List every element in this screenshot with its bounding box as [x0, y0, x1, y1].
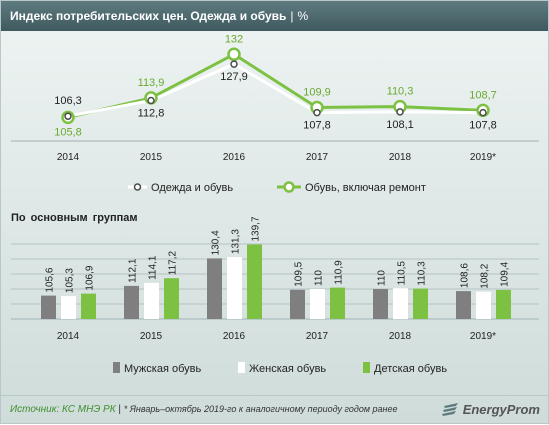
bar-mens [207, 258, 222, 319]
bar-kids [81, 293, 96, 319]
bar-data-label: 110 [314, 270, 325, 286]
bar-x-tick-label: 2019* [470, 331, 496, 342]
chart-footer: Источник: КС МНЭ РК | * Январь–октябрь 2… [1, 395, 548, 423]
line-point-clothes [64, 112, 72, 120]
line-point-clothes [313, 108, 321, 117]
energyprom-logo-icon [441, 403, 458, 416]
legend-swatch-kids [363, 362, 370, 373]
line-point-clothes [147, 96, 155, 105]
bar-data-label: 139,7 [251, 216, 262, 241]
legend-label-clothes: Одежда и обувь [151, 182, 233, 194]
bar-data-label: 108,6 [460, 263, 471, 288]
bar-data-label: 130,4 [211, 230, 222, 255]
bar-data-label: 117,2 [168, 250, 179, 275]
line-point-clothes [479, 108, 487, 117]
line-x-tick-label: 2018 [389, 152, 412, 163]
legend-marker-clothes [133, 183, 142, 191]
legend-marker-footwear [283, 181, 295, 193]
line-x-tick-label: 2016 [223, 152, 246, 163]
bar-x-tick-label: 2018 [389, 331, 412, 342]
line-data-label: 109,9 [303, 87, 331, 99]
title-separator: | [290, 9, 294, 23]
chart-header: Индекс потребительских цен. Одежда и обу… [1, 1, 548, 31]
bar-womens [61, 296, 76, 319]
line-data-label: 113,9 [138, 77, 165, 89]
legend-label-footwear: Обувь, включая ремонт [305, 182, 426, 194]
bar-data-label: 110,9 [334, 260, 345, 285]
line-data-label: 108,1 [386, 119, 414, 131]
line-data-label: 132 [225, 33, 243, 45]
legend-swatch-womens [238, 362, 245, 373]
bar-mens [124, 285, 139, 319]
line-data-label: 107,8 [469, 120, 497, 132]
line-data-label: 105,8 [54, 126, 82, 138]
bar-data-label: 110,3 [417, 261, 428, 286]
bar-x-tick-label: 2016 [223, 331, 246, 342]
bar-womens [310, 289, 325, 319]
line-point-clothes [230, 60, 238, 68]
bar-data-label: 114,1 [148, 255, 159, 280]
line-data-label: 110,3 [387, 86, 414, 98]
bar-data-label: 109,4 [500, 261, 511, 286]
logo-text: EnergyProm [462, 401, 540, 417]
line-data-label: 112,8 [138, 108, 165, 120]
bar-data-label: 110 [377, 270, 388, 286]
line-x-tick-label: 2019* [470, 152, 496, 163]
chart-title: Индекс потребительских цен. Одежда и обу… [10, 9, 287, 23]
bar-kids [496, 289, 511, 319]
bar-chart-title: По основным группам [11, 212, 138, 224]
bar-x-tick-label: 2017 [306, 331, 329, 342]
bar-data-label: 112,1 [128, 258, 139, 283]
bar-kids [413, 288, 428, 319]
bar-mens [41, 295, 56, 319]
bar-x-tick-label: 2015 [140, 331, 163, 342]
legend-label-mens: Мужская обувь [124, 363, 201, 375]
legend-swatch-mens [113, 362, 120, 373]
bar-x-tick-label: 2014 [57, 331, 80, 342]
bar-kids [164, 278, 179, 319]
line-data-label: 107,8 [303, 120, 331, 132]
bar-womens [393, 288, 408, 320]
energyprom-logo: EnergyProm [441, 397, 540, 421]
line-point-footwear [227, 47, 241, 62]
bar-data-label: 105,6 [45, 267, 56, 292]
line-data-label: 106,3 [54, 95, 82, 107]
line-series-clothes [67, 62, 484, 118]
bar-data-label: 109,5 [294, 261, 305, 286]
bar-mens [456, 291, 471, 319]
line-data-label: 127,9 [220, 71, 248, 83]
bar-data-label: 105,3 [65, 268, 76, 293]
bar-womens [227, 257, 242, 319]
line-x-tick-label: 2015 [140, 152, 163, 163]
line-x-tick-label: 2017 [306, 152, 329, 163]
footnote-text: * Январь–октябрь 2019-го к аналогичному … [123, 404, 398, 414]
bar-mens [290, 289, 305, 320]
bar-data-label: 110,5 [397, 261, 408, 286]
line-point-clothes [396, 108, 404, 116]
bar-data-label: 108,2 [480, 263, 491, 288]
line-x-tick-label: 2014 [57, 152, 80, 163]
bar-kids [330, 287, 345, 319]
bar-womens [476, 291, 491, 319]
line-data-label: 108,7 [469, 89, 497, 101]
legend-label-womens: Женская обувь [249, 363, 326, 375]
legend-label-kids: Детская обувь [374, 363, 447, 375]
footer-separator: | [118, 404, 122, 415]
line-series-footwear [67, 52, 484, 119]
bar-data-label: 131,3 [231, 229, 242, 254]
bar-womens [144, 282, 159, 319]
bar-data-label: 106,9 [85, 265, 96, 290]
bar-mens [373, 289, 388, 319]
bar-kids [247, 244, 262, 319]
source-text: Источник: КС МНЭ РК [10, 404, 116, 415]
unit-label: % [297, 9, 309, 23]
